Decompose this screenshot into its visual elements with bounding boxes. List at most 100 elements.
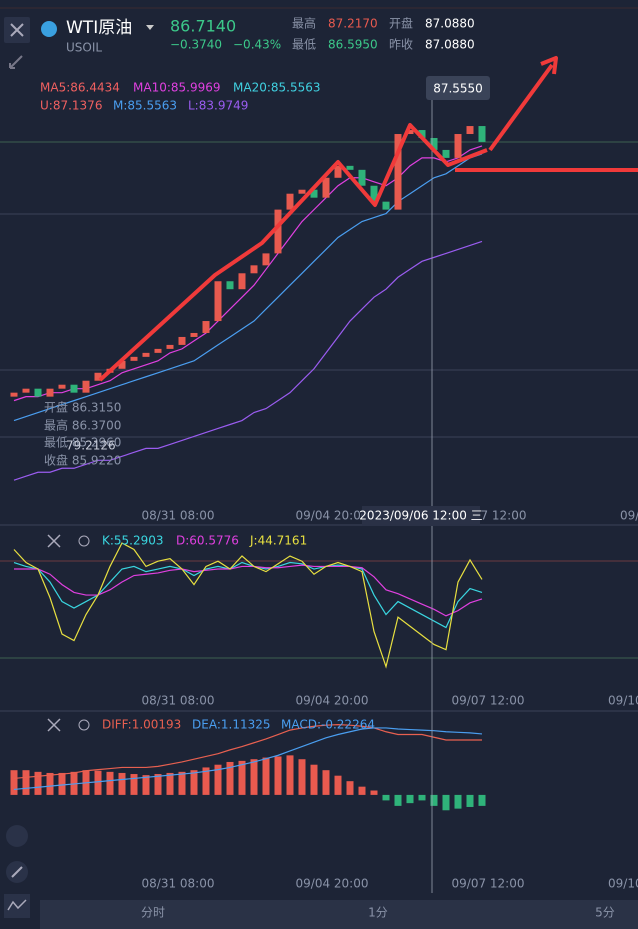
x-label: 09/04 20:00 — [296, 509, 369, 523]
ma-line — [13, 153, 483, 422]
macd-bar — [478, 794, 486, 806]
change: −0.3740 — [170, 38, 222, 52]
close-icon — [10, 23, 24, 37]
candle — [226, 281, 234, 290]
stat-label: 昨收 — [389, 38, 413, 52]
candle — [286, 193, 294, 210]
candle — [118, 360, 126, 369]
stat-label: 最低 — [292, 38, 316, 52]
legend: J:44.7161 — [249, 534, 307, 548]
collapse-icon[interactable] — [9, 55, 23, 69]
legend: DEA:1.11325 — [192, 718, 271, 732]
candle — [202, 321, 210, 333]
candle — [430, 137, 438, 150]
macd-bar — [46, 772, 54, 795]
ma-line — [13, 240, 483, 481]
x-label: 09/10 — [608, 877, 638, 891]
macd-line — [13, 727, 483, 791]
crosshair-info: 最低 85.2960 — [44, 436, 121, 450]
macd-bar — [202, 767, 210, 795]
change-pct: −0.43% — [233, 38, 281, 52]
candle — [214, 281, 222, 322]
macd-line — [13, 724, 482, 780]
macd-bar — [286, 755, 294, 795]
candle — [70, 384, 78, 393]
tab-bar — [40, 900, 638, 929]
macd-bar — [358, 786, 366, 795]
macd-bar — [130, 774, 138, 795]
candle — [394, 134, 402, 210]
macd-bar — [226, 761, 234, 795]
tab[interactable]: 分时 — [141, 906, 165, 920]
candle — [298, 189, 306, 194]
candle — [358, 169, 366, 186]
macd-bar — [334, 775, 342, 795]
macd-bar — [190, 770, 198, 795]
macd-bar — [310, 764, 318, 795]
tooltip: 87.5550 — [433, 82, 483, 96]
macd-bar — [406, 794, 414, 804]
crosshair-info: 最高 86.3700 — [44, 418, 121, 433]
macd-bar — [430, 794, 438, 806]
macd-bar — [10, 770, 18, 795]
stat-value: 87.0880 — [425, 17, 475, 31]
x-label: 09/07 12:00 — [452, 694, 525, 708]
candle — [334, 165, 342, 178]
tool-icon[interactable] — [6, 825, 28, 847]
h-lines — [0, 141, 638, 712]
stat-label: 开盘 — [389, 16, 413, 31]
macd-bar — [394, 794, 402, 806]
x-label: 09/07 12:00 — [452, 877, 525, 891]
legend: U:87.1376 — [40, 99, 102, 113]
macd-bar — [298, 759, 306, 795]
price: 86.7140 — [170, 17, 236, 36]
stat-value: 87.2170 — [328, 17, 378, 31]
macd-bar — [106, 771, 114, 795]
dropdown-icon[interactable] — [146, 25, 154, 30]
tab[interactable]: 1分 — [368, 906, 388, 920]
stat-label: 最高 — [292, 16, 316, 31]
candle — [262, 253, 270, 266]
crosshair-info: 开盘 86.3150 — [44, 400, 121, 415]
legend: M:85.5563 — [113, 99, 177, 113]
candle — [178, 336, 186, 345]
symbol: USOIL — [66, 41, 102, 55]
close-indicator[interactable] — [47, 534, 61, 548]
kdj-line — [13, 561, 483, 629]
candle — [154, 348, 162, 353]
macd-bar — [178, 771, 186, 795]
title[interactable]: WTI原油 — [66, 18, 132, 38]
macd-bar — [94, 770, 102, 795]
legend: DIFF:1.00193 — [102, 718, 181, 732]
macd-bar — [238, 760, 246, 795]
macd-bar — [322, 770, 330, 795]
candle — [370, 185, 378, 202]
macd-bar — [22, 770, 30, 795]
candle — [10, 392, 18, 397]
x-label: 08/31 08:00 — [142, 877, 215, 891]
close-indicator[interactable] — [47, 718, 61, 732]
macd-bar — [142, 775, 150, 795]
candle — [478, 126, 486, 142]
settings-icon[interactable] — [78, 719, 90, 731]
legend: MA10:85.9969 — [133, 81, 221, 95]
kdj-line — [13, 542, 483, 669]
tab[interactable]: 5分 — [595, 906, 615, 920]
macd-bar — [454, 794, 462, 809]
candle — [466, 126, 474, 135]
ma-line — [13, 145, 483, 402]
settings-icon[interactable] — [78, 535, 90, 547]
legend: L:83.9749 — [188, 99, 248, 113]
macd-bar — [382, 794, 390, 801]
kdj-line — [14, 564, 483, 617]
x-label: 09/04 20:00 — [296, 694, 369, 708]
legend: D:60.5776 — [176, 534, 239, 548]
macd-bar — [214, 764, 222, 795]
x-label: 09/04 20:00 — [296, 877, 369, 891]
macd-bar — [34, 771, 42, 795]
x-label: 08/31 08:00 — [142, 509, 215, 523]
indicator-icon — [7, 899, 27, 911]
